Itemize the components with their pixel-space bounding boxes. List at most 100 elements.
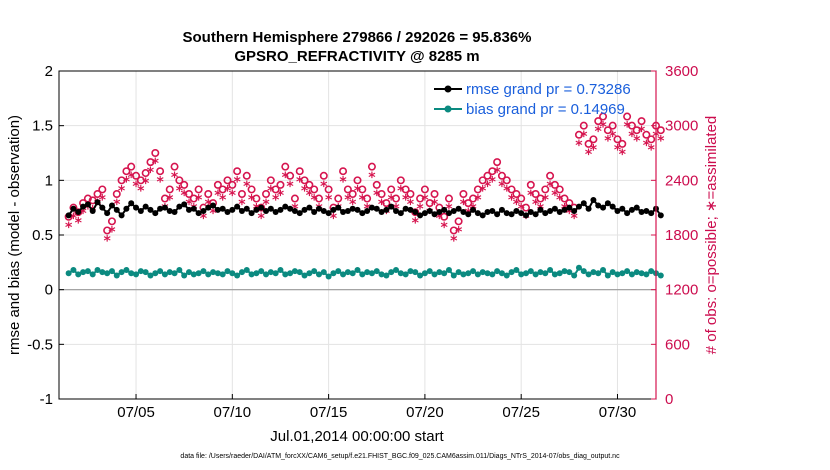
obs-possible-point [146,158,155,167]
rmse-point [349,205,356,212]
rmse-point [277,206,284,213]
obs-possible-point [377,190,386,199]
rmse-point [556,209,563,216]
obs-assimilated-point: * [609,129,617,145]
rmse-point [161,204,168,211]
obs-possible-point [127,162,136,171]
bias-point [166,269,173,276]
obs-possible-point [459,190,468,199]
bias-point [118,269,125,276]
left-axis-ticks: -1 -0.5 0 0.5 1 1.5 2 [27,63,64,408]
bias-point [104,270,111,277]
obs-assimilated-point: * [325,193,333,209]
bias-point [373,268,380,275]
bias-point [320,269,327,276]
obs-assimilated-point: * [344,193,352,209]
rmse-point [600,204,607,211]
obs-possible-point [247,185,256,194]
obs-possible-point [531,190,540,199]
obs-possible-point [218,185,227,194]
obs-possible-point [440,212,449,221]
bias-point [84,268,91,275]
obs-possible-point [406,190,415,199]
rmse-point [489,207,496,214]
bias-point [248,271,255,278]
obs-possible-point [223,176,232,185]
rmse-point [354,206,361,213]
bias-point [368,270,375,277]
bias-point [291,268,298,275]
rmse-point [263,207,270,214]
obs-assimilated-point: * [412,215,420,231]
bias-point [359,271,366,278]
obs-assimilated-point: * [128,170,136,186]
obs-possible-point [517,194,526,203]
rmse-point [580,200,587,207]
bias-point [205,271,212,278]
rmse-point [619,205,626,212]
obs-assimilated-point: * [311,193,319,209]
obs-possible-point [392,194,401,203]
rmse-point [113,206,120,213]
obs-possible-point [401,185,410,194]
rmse-point [407,206,414,213]
obs-possible-point [233,167,242,176]
rmse-point [248,210,255,217]
right-tick-label: 0 [665,391,673,408]
obs-assimilated-point: * [181,188,189,204]
obs-assimilated-point: * [262,197,270,213]
bias-point [171,270,178,277]
rmse-point [624,210,631,217]
bias-point [575,264,582,271]
bias-point [595,270,602,277]
legend-rmse-text: rmse grand pr = 0.73286 [466,81,631,98]
rmse-point [152,210,159,217]
bias-point [238,269,245,276]
left-tick-label: 0 [45,282,53,299]
bias-point [70,266,77,273]
obs-possible-point [637,117,646,126]
bias-point [465,270,472,277]
obs-assimilated-point: * [397,183,405,199]
obs-possible-point [93,190,102,199]
obs-assimilated-point: * [566,206,574,222]
obs-possible-point [170,162,179,171]
obs-assimilated-point: * [378,197,386,213]
obs-assimilated-point: * [282,170,290,186]
obs-possible-point [237,190,246,199]
obs-possible-point [478,176,487,185]
rmse-point [508,211,515,218]
obs-possible-point [276,180,285,189]
x-tick-label: 07/20 [406,404,444,421]
obs-possible-point [493,158,502,167]
bias-point [460,271,467,278]
bias-point [267,269,274,276]
rmse-point [253,206,260,213]
right-tick-label: 1800 [665,227,698,244]
obs-possible-point [618,139,627,148]
bias-point [455,269,462,276]
obs-possible-point [339,167,348,176]
obs-assimilated-point: * [277,188,285,204]
obs-assimilated-point: * [349,197,357,213]
bias-point [503,272,510,279]
obs-possible-point [536,194,545,203]
obs-assimilated-point: * [200,211,208,227]
obs-assimilated-point: * [209,206,217,222]
bias-point [527,268,534,275]
obs-possible-point [473,185,482,194]
bias-point [397,270,404,277]
bias-point [272,270,279,277]
obs-possible-point [632,126,641,135]
bias-point [508,269,515,276]
left-tick-label: -0.5 [27,336,53,353]
obs-assimilated-point: * [522,211,530,227]
bias-point [657,272,664,279]
left-tick-label: 2 [45,63,53,80]
rmse-point [287,205,294,212]
bias-point [354,266,361,273]
bias-point [185,269,192,276]
rmse-point [628,206,635,213]
rmse-point [494,211,501,218]
obs-assimilated-point: * [383,206,391,222]
